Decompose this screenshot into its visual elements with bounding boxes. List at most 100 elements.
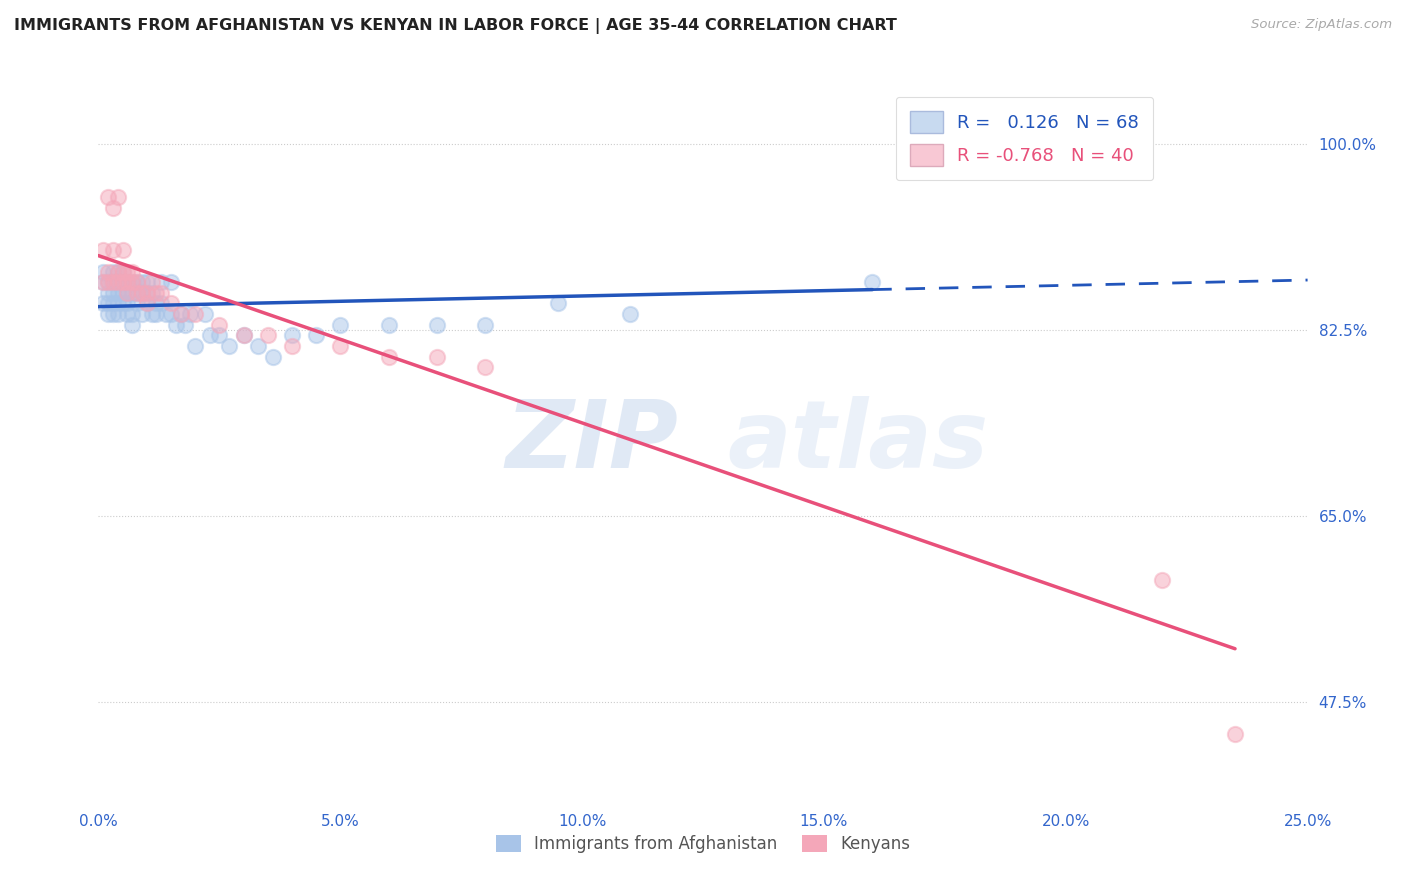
Point	[160, 275, 183, 289]
Point	[121, 264, 143, 278]
Point	[107, 307, 129, 321]
Point	[127, 285, 149, 300]
Point	[135, 285, 157, 300]
Point	[174, 318, 197, 332]
Point	[218, 339, 240, 353]
Point	[97, 190, 120, 204]
Legend: Immigrants from Afghanistan, Kenyans: Immigrants from Afghanistan, Kenyans	[489, 828, 917, 860]
Point	[150, 275, 173, 289]
Point	[377, 318, 399, 332]
Point	[107, 264, 129, 278]
Point	[117, 275, 139, 289]
Point	[169, 307, 191, 321]
Point	[208, 318, 231, 332]
Text: ZIP: ZIP	[506, 395, 679, 488]
Point	[150, 296, 173, 310]
Point	[141, 307, 163, 321]
Point	[169, 307, 191, 321]
Point	[194, 307, 217, 321]
Point	[131, 285, 153, 300]
Point	[121, 318, 143, 332]
Text: Source: ZipAtlas.com: Source: ZipAtlas.com	[1251, 18, 1392, 31]
Point	[426, 350, 449, 364]
Point	[150, 285, 173, 300]
Point	[101, 296, 124, 310]
Point	[281, 328, 304, 343]
Point	[107, 275, 129, 289]
Point	[127, 285, 149, 300]
Point	[131, 275, 153, 289]
Text: atlas: atlas	[727, 395, 988, 488]
Point	[97, 264, 120, 278]
Point	[111, 285, 134, 300]
Point	[135, 275, 157, 289]
Point	[117, 264, 139, 278]
Point	[97, 275, 120, 289]
Point	[232, 328, 254, 343]
Point	[141, 285, 163, 300]
Point	[97, 307, 120, 321]
Point	[91, 264, 114, 278]
Point	[184, 307, 207, 321]
Point	[107, 190, 129, 204]
Point	[117, 285, 139, 300]
Point	[101, 275, 124, 289]
Point	[111, 244, 134, 258]
Point	[256, 328, 278, 343]
Point	[131, 307, 153, 321]
Point	[179, 307, 201, 321]
Point	[547, 296, 569, 310]
Point	[117, 285, 139, 300]
Point	[111, 275, 134, 289]
Point	[107, 285, 129, 300]
Point	[111, 264, 134, 278]
Point	[474, 360, 496, 375]
Point	[305, 328, 328, 343]
Point	[127, 275, 149, 289]
Point	[127, 296, 149, 310]
Point	[97, 275, 120, 289]
Point	[107, 275, 129, 289]
Point	[160, 296, 183, 310]
Point	[165, 318, 187, 332]
Point	[101, 264, 124, 278]
Point	[860, 275, 883, 289]
Point	[117, 307, 139, 321]
Point	[91, 244, 114, 258]
Point	[91, 296, 114, 310]
Point	[619, 307, 641, 321]
Point	[145, 296, 167, 310]
Point	[1223, 727, 1246, 741]
Point	[121, 307, 143, 321]
Point	[127, 275, 149, 289]
Point	[107, 264, 129, 278]
Point	[135, 296, 157, 310]
Point	[198, 328, 221, 343]
Point	[145, 285, 167, 300]
Point	[101, 244, 124, 258]
Point	[145, 307, 167, 321]
Point	[141, 275, 163, 289]
Point	[135, 296, 157, 310]
Point	[121, 285, 143, 300]
Point	[117, 275, 139, 289]
Point	[97, 296, 120, 310]
Point	[474, 318, 496, 332]
Text: IMMIGRANTS FROM AFGHANISTAN VS KENYAN IN LABOR FORCE | AGE 35-44 CORRELATION CHA: IMMIGRANTS FROM AFGHANISTAN VS KENYAN IN…	[14, 18, 897, 34]
Point	[247, 339, 270, 353]
Point	[101, 307, 124, 321]
Point	[111, 264, 134, 278]
Point	[91, 275, 114, 289]
Point	[1152, 573, 1174, 587]
Point	[111, 275, 134, 289]
Point	[208, 328, 231, 343]
Point	[155, 307, 177, 321]
Point	[160, 307, 183, 321]
Point	[232, 328, 254, 343]
Point	[131, 285, 153, 300]
Point	[426, 318, 449, 332]
Point	[91, 275, 114, 289]
Point	[262, 350, 284, 364]
Point	[121, 275, 143, 289]
Point	[97, 285, 120, 300]
